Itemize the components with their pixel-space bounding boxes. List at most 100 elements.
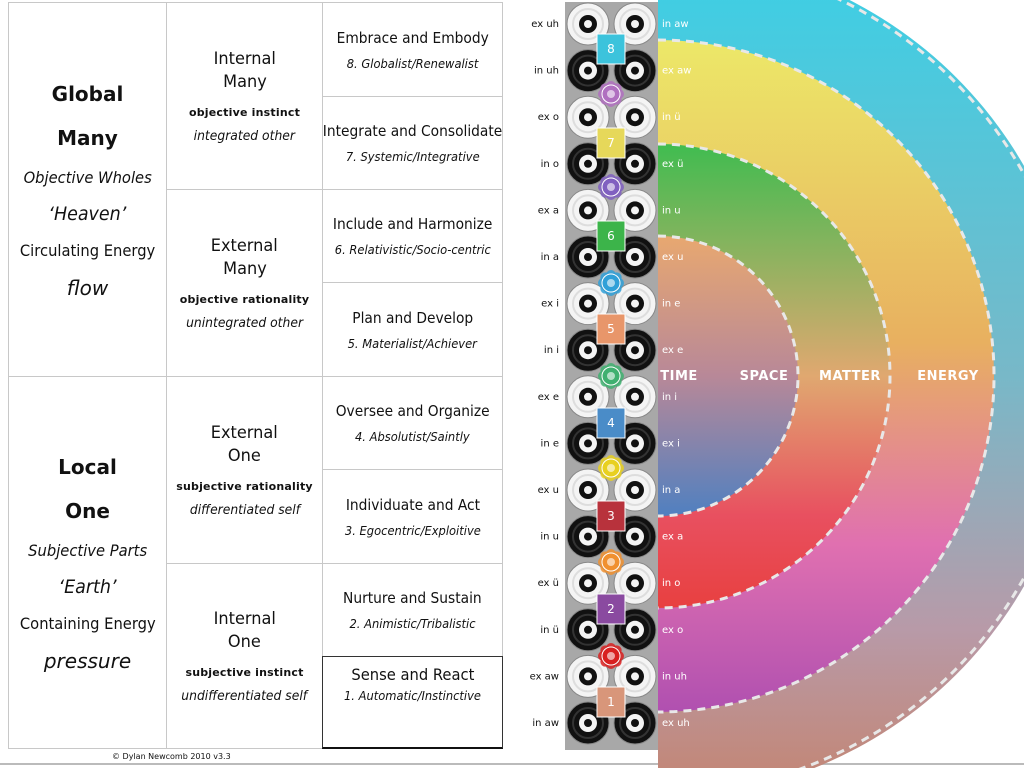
stage-sub: 6. Relativistic/Socio-centric [334,242,491,257]
chakra-solar-plexus-icon [598,455,624,481]
global-many: Many [57,125,118,150]
middle-cell-1: Internal Many objective instinct integra… [166,2,323,190]
middle-bold: objective rationality [179,293,310,306]
global-cell: Global Many Objective Wholes ‘Heaven’ Ci… [8,2,167,377]
middle-cell-2: External Many objective rationality unin… [166,189,323,377]
copyright: © Dylan Newcomb 2010 v3.3 [112,752,231,761]
stage-badge-7: 7 [596,127,626,159]
right-sound-label: ex aw [662,66,691,77]
stage-2: Nurture and Sustain 2. Animistic/Tribali… [322,563,503,657]
right-sound-label: ex ü [662,159,683,170]
middle-italic: integrated other [193,129,296,144]
local-energy: Containing Energy [19,613,156,633]
left-sound-label: ex i [541,299,559,310]
right-sound-label: ex i [662,438,680,449]
right-sound-label: in e [662,299,680,310]
left-sound-label: ex a [538,205,559,216]
ring-border [657,38,996,714]
stage-4: Oversee and Organize 4. Absolutist/Saint… [322,376,503,470]
right-sound-label: in uh [662,671,687,682]
stage-title: Oversee and Organize [335,402,490,420]
global-place: ‘Heaven’ [48,202,127,225]
stage-sub: 3. Egocentric/Exploitive [344,522,481,538]
local-title: Local [58,454,117,479]
left-sound-label: in ü [540,625,559,636]
local-place: ‘Earth’ [58,575,117,598]
chakra-root-icon [598,643,624,669]
sound-circle [613,95,657,139]
right-sound-label: in i [662,392,677,403]
global-wholes: Objective Wholes [23,167,152,187]
sound-circle [566,375,610,419]
left-sound-label: in aw [532,718,559,729]
ring-label-energy: ENERGY [917,369,979,384]
left-sound-label: in uh [534,66,559,77]
badge-number: 7 [607,136,615,150]
middle-bold: subjective rationality [176,480,313,493]
stage-sub: 7. Systemic/Integrative [345,149,480,164]
stage-5: Plan and Develop 5. Materialist/Achiever [322,282,503,377]
middle-cell-4: Internal One subjective instinct undiffe… [166,563,323,749]
right-sound-label: in o [662,578,680,589]
local-mode: pressure [43,648,132,673]
badge-number: 6 [607,229,615,243]
chakra-heart-icon [598,363,624,389]
badge-number: 5 [607,322,615,336]
left-sound-label: ex e [538,392,559,403]
left-sound-label: in u [540,532,559,543]
stage-sub: 4. Absolutist/Saintly [355,429,470,444]
middle-line1: Internal [213,609,276,629]
stage-6: Include and Harmonize 6. Relativistic/So… [322,189,503,283]
stage-sub: 1. Automatic/Instinctive [343,688,482,703]
middle-line2: Many [222,72,267,92]
right-sound-label: ex u [662,252,683,263]
stage-title: Individuate and Act [345,495,480,514]
left-sound-label: in e [541,438,559,449]
stage-badge-8: 8 [596,33,626,65]
left-sound-label: ex aw [530,671,559,682]
sound-circle [613,375,657,419]
local-parts: Subjective Parts [28,540,147,560]
ring-label-space: SPACE [740,369,789,384]
stage-sub: 8. Globalist/Renewalist [346,55,479,71]
middle-italic: differentiated self [189,503,300,518]
chakra-third-eye-icon [598,174,624,200]
left-sound-label: ex o [538,112,559,123]
stage-sub: 2. Animistic/Tribalistic [349,616,476,631]
right-sound-label: in ü [662,112,681,123]
left-sound-label: ex ü [538,578,559,589]
ring-time [658,236,798,516]
middle-line1: External [210,236,279,256]
middle-bold: objective instinct [188,106,301,119]
global-title: Global [51,81,124,106]
right-sound-label: in u [662,205,681,216]
sound-circle [613,654,657,698]
stage-8: Embrace and Embody 8. Globalist/Renewali… [322,2,503,97]
local-one: One [65,498,110,523]
middle-line1: External [210,423,279,443]
stage-title: Embrace and Embody [336,28,489,47]
global-mode: flow [66,275,109,300]
stage-badge-4: 4 [596,407,626,439]
middle-cell-3: External One subjective rationality diff… [166,376,323,564]
right-sound-label: in a [662,485,680,496]
chakra-crown-icon [598,81,624,107]
stage-title: Integrate and Consolidate [322,122,503,140]
badge-number: 8 [607,42,615,56]
middle-line2: One [228,446,261,466]
stage-badge-3: 3 [596,500,626,532]
stage-3: Individuate and Act 3. Egocentric/Exploi… [322,469,503,564]
right-sound-label: ex e [662,345,683,356]
stage-sub: 5. Materialist/Achiever [347,335,478,351]
bottom-rule [0,763,1024,765]
middle-line2: One [228,632,261,652]
left-sound-label: ex u [538,485,559,496]
badge-number: 1 [607,695,615,709]
middle-line2: Many [222,259,267,279]
right-sound-label: ex uh [662,718,690,729]
stage-badge-1: 1 [596,686,626,718]
stage-badge-5: 5 [596,313,626,345]
ring-label-matter: MATTER [819,369,881,384]
stage-title: Plan and Develop [352,308,473,327]
